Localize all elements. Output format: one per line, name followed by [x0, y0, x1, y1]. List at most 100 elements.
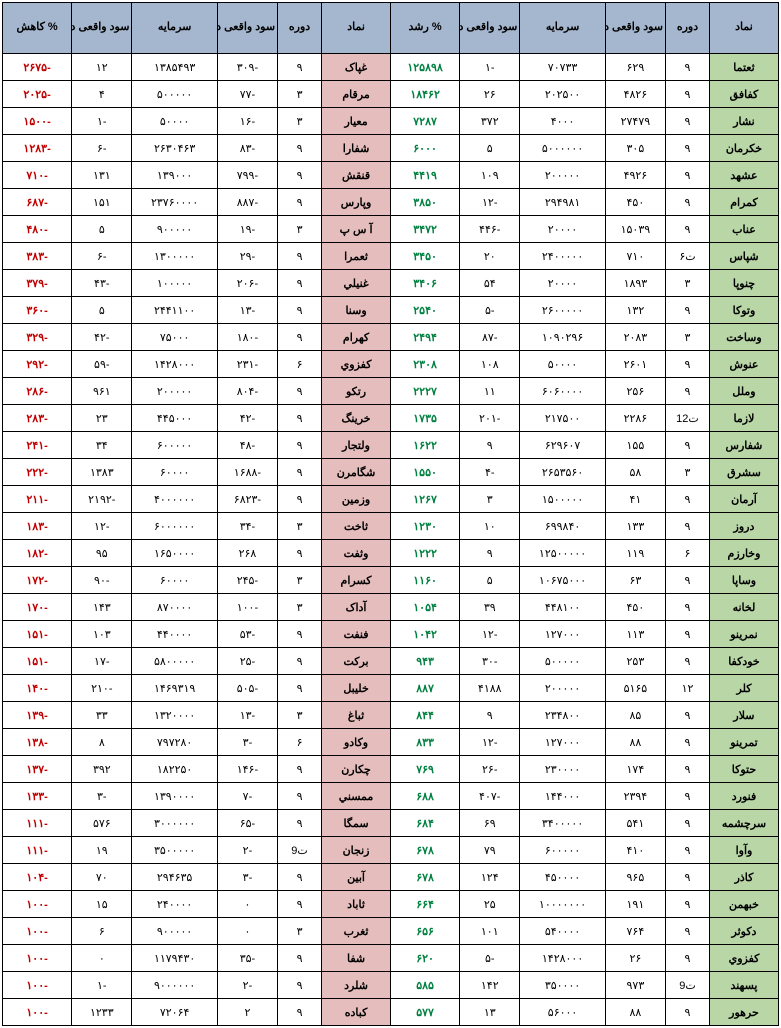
profit-cell: ۱۸۹۳ — [605, 270, 665, 297]
capital-cell: ۳۵۰۰۰۰ — [520, 972, 605, 999]
table-row: سشرق۳۵۸۲۶۵۳۵۶۰-۴۱۵۵۰شگامرن۹-۱۶۸۸۶۰۰۰۰۱۳۸… — [3, 459, 779, 486]
growth-cell: ۳۴۵۰ — [391, 243, 460, 270]
profit-cell: ۸۵ — [605, 702, 665, 729]
decline-cell: -۱۲۸۳ — [3, 135, 72, 162]
period-cell: ۹ — [666, 351, 710, 378]
capital-cell: ۱۳۹۰۰۰ — [132, 162, 217, 189]
period-cell: ۹ — [666, 567, 710, 594]
period-cell: ۹ — [666, 783, 710, 810]
capital-cell: ۵۰۰۰۰ — [520, 351, 605, 378]
col-capital-d: سرمایه — [132, 3, 217, 54]
period-cell: ۹ — [666, 594, 710, 621]
profit-cell: -۲ — [217, 837, 277, 864]
symbol-cell: خرینگ — [322, 405, 391, 432]
symbol-cell: ثباغ — [322, 702, 391, 729]
prev-cell: -۴ — [460, 459, 520, 486]
profit-cell: ۱۵۰۳۹ — [605, 216, 665, 243]
symbol-cell: وتوکا — [709, 297, 778, 324]
growth-cell: ۱۰۴۲ — [391, 621, 460, 648]
symbol-cell: وسنا — [322, 297, 391, 324]
profit-cell: ۶۳ — [605, 567, 665, 594]
prev-cell: -۸۷ — [460, 324, 520, 351]
profit-cell: ۲۶ — [605, 945, 665, 972]
prev-cell: ۸ — [72, 729, 132, 756]
symbol-cell: فنفت — [322, 621, 391, 648]
profit-cell: -۱۰۰ — [217, 594, 277, 621]
symbol-cell: آبین — [322, 864, 391, 891]
profit-cell: ۴۸۲۶ — [605, 81, 665, 108]
period-cell: ۹ — [278, 864, 322, 891]
capital-cell: ۶۹۹۸۴۰ — [520, 513, 605, 540]
prev-cell: ۱۲۳۳ — [72, 999, 132, 1026]
profit-cell: -۳۰۹ — [217, 54, 277, 81]
capital-cell: ۱۰۹۰۲۹۶ — [520, 324, 605, 351]
capital-cell: ۱۳۸۵۴۹۳ — [132, 54, 217, 81]
symbol-cell: ثغرب — [322, 918, 391, 945]
period-cell: ۹ — [278, 459, 322, 486]
capital-cell: ۱۶۵۰۰۰۰ — [132, 540, 217, 567]
prev-cell: -۳ — [72, 783, 132, 810]
symbol-cell: وپارس — [322, 189, 391, 216]
prev-cell: ۰ — [72, 945, 132, 972]
symbol-cell: عناب — [709, 216, 778, 243]
period-cell: ۹ — [666, 999, 710, 1026]
decline-cell: -۴۸۰ — [3, 216, 72, 243]
prev-cell: ۲۶ — [460, 81, 520, 108]
prev-cell: ۱۵ — [72, 891, 132, 918]
prev-cell: ۳۹۲ — [72, 756, 132, 783]
profit-cell: -۲۰۶ — [217, 270, 277, 297]
period-cell: ۹ — [278, 891, 322, 918]
decline-cell: -۱۳۸ — [3, 729, 72, 756]
capital-cell: ۶۰۰۰۰۰ — [132, 432, 217, 459]
period-cell: ۹ — [666, 432, 710, 459]
capital-cell: ۱۴۲۸۰۰۰ — [520, 945, 605, 972]
symbol-cell: سلار — [709, 702, 778, 729]
growth-cell: ۳۴۰۶ — [391, 270, 460, 297]
table-row: خبهمن۹۱۹۱۱۰۰۰۰۰۰۰۲۵۶۶۴ثاباد۹۰۲۴۰۰۰۰۱۵-۱۰… — [3, 891, 779, 918]
period-cell: ۱۲ — [666, 675, 710, 702]
period-cell: ۹ — [278, 972, 322, 999]
prev-cell: ۱۰۱ — [460, 918, 520, 945]
prev-cell: ۱۴۳ — [72, 594, 132, 621]
period-cell: ۹ — [278, 162, 322, 189]
symbol-cell: کفزوي — [709, 945, 778, 972]
prev-cell: ۵ — [460, 135, 520, 162]
capital-cell: ۲۳۰۰۰۰ — [520, 756, 605, 783]
capital-cell: ۴۴۸۱۰۰ — [520, 594, 605, 621]
profit-cell: -۶۵ — [217, 810, 277, 837]
capital-cell: ۲۴۴۱۱۰۰ — [132, 297, 217, 324]
symbol-cell: آداک — [322, 594, 391, 621]
period-cell: ۹ — [666, 81, 710, 108]
col-period-g: دوره — [666, 3, 710, 54]
capital-cell: ۲۰۰۰۰ — [520, 216, 605, 243]
symbol-cell: وساخت — [709, 324, 778, 351]
prev-cell: -۵ — [460, 945, 520, 972]
prev-cell: ۴ — [72, 81, 132, 108]
prev-cell: -۶ — [72, 243, 132, 270]
period-cell: ۹ — [666, 513, 710, 540]
profit-cell: -۸۸۷ — [217, 189, 277, 216]
decline-cell: -۲۶۷۵ — [3, 54, 72, 81]
capital-cell: ۲۱۷۵۰۰ — [520, 405, 605, 432]
capital-cell: ۵۴۰۰۰۰ — [520, 918, 605, 945]
symbol-cell: وساپا — [709, 567, 778, 594]
period-cell: ۳ — [278, 594, 322, 621]
symbol-cell: شفا — [322, 945, 391, 972]
capital-cell: ۳۵۰۰۰۰۰ — [132, 837, 217, 864]
prev-cell: ۱۲۴ — [460, 864, 520, 891]
decline-cell: -۲۰۲۵ — [3, 81, 72, 108]
period-cell: ۹ — [278, 135, 322, 162]
profit-cell: -۱۳ — [217, 702, 277, 729]
profit-cell: -۷۷ — [217, 81, 277, 108]
table-row: وآوا۹۴۱۰۶۰۰۰۰۰۷۹۶۷۸زنجانت9-۲۳۵۰۰۰۰۰۱۹-۱۱… — [3, 837, 779, 864]
symbol-cell: آرمان — [709, 486, 778, 513]
profit-cell: ۹۶۵ — [605, 864, 665, 891]
decline-cell: -۳۲۹ — [3, 324, 72, 351]
growth-cell: ۱۶۲۲ — [391, 432, 460, 459]
profit-cell: -۸۳ — [217, 135, 277, 162]
period-cell: ۳ — [278, 567, 322, 594]
symbol-cell: حرهور — [709, 999, 778, 1026]
capital-cell: ۲۶۳۰۴۶۳ — [132, 135, 217, 162]
profit-cell: -۱۳ — [217, 297, 277, 324]
symbol-cell: عنوش — [709, 351, 778, 378]
